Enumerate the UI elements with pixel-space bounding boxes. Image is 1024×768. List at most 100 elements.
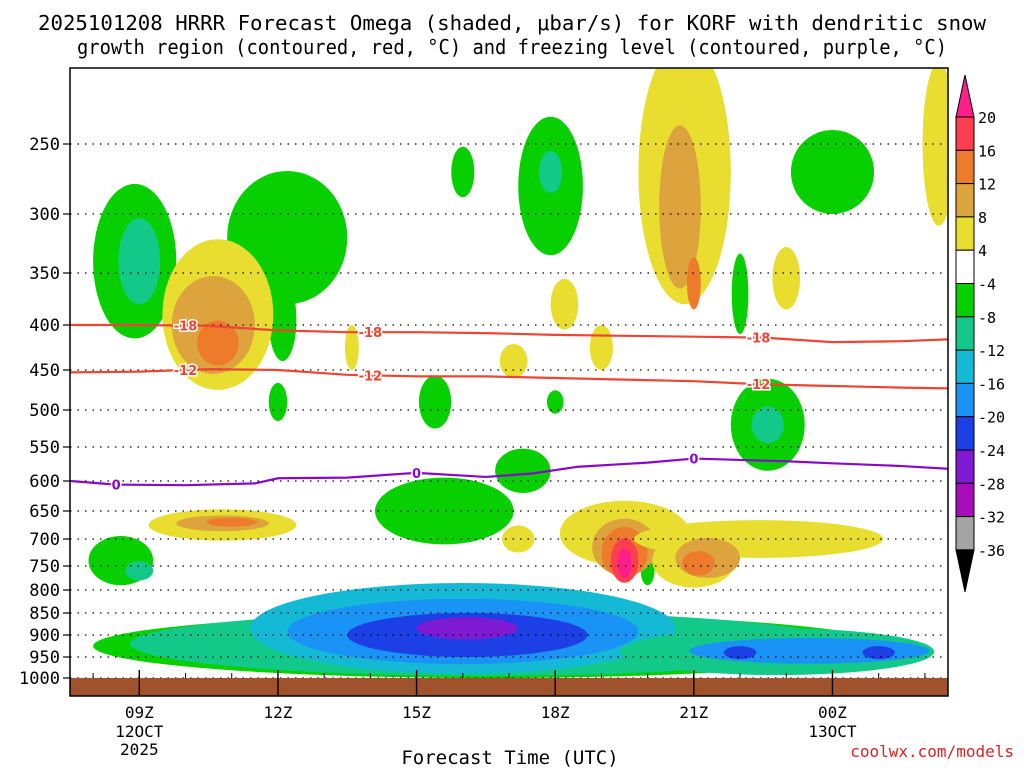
contour-label: -18 [747, 332, 771, 347]
omega-region-43 [682, 551, 715, 576]
omega-region-45 [659, 125, 701, 289]
omega-region-49 [589, 325, 613, 370]
colorbar-bin [955, 482, 975, 518]
colorbar-label: 12 [978, 176, 996, 194]
contour-lines: -18 -18 -18 -12 -12 -12 0 0 0 [70, 318, 948, 495]
colorbar-bin [955, 382, 975, 418]
colorbar-label: 16 [978, 142, 996, 160]
omega-region-25 [731, 253, 749, 334]
omega-region-5 [416, 617, 519, 640]
omega-region-13 [125, 561, 154, 581]
omega-region-34 [206, 517, 258, 527]
x-tick-label: 21Z [679, 703, 708, 722]
omega-region-8 [723, 646, 757, 660]
colorbar-bin [955, 249, 975, 284]
y-tick-label: 800 [29, 581, 60, 601]
y-tick-label: 850 [29, 604, 60, 624]
colorbar-label: 20 [978, 109, 996, 127]
contour-label: -12 [359, 369, 383, 384]
colorbar-label: 4 [978, 242, 987, 260]
x-tick-label: 00Z [818, 703, 847, 722]
y-tick-label: 500 [29, 401, 60, 421]
contour-label: -12 [747, 378, 771, 393]
omega-region-23 [546, 390, 564, 414]
omega-region-18 [268, 382, 288, 422]
colorbar-bin [955, 316, 975, 351]
colorbar-label: 8 [978, 209, 987, 227]
y-tick-label: 650 [29, 502, 60, 522]
colorbar-bottom-arrow [955, 549, 975, 593]
omega-region-31 [197, 320, 239, 366]
y-tick-label: 350 [29, 264, 60, 284]
colorbar-label: -28 [978, 475, 1005, 493]
omega-region-24 [790, 130, 875, 214]
y-tick-label: 750 [29, 557, 60, 577]
x-tick-date: 13OCT [808, 722, 857, 741]
contour-label: 0 [689, 453, 698, 468]
omega-region-52 [502, 525, 535, 553]
colorbar-bin [955, 349, 975, 384]
x-tick-date: 12OCT [115, 722, 164, 741]
credit-text: coolwx.com/models [850, 742, 1014, 761]
omega-region-9 [862, 646, 895, 660]
x-tick-label: 12Z [263, 703, 292, 722]
contour-line--18 [70, 323, 948, 344]
colorbar: 20 16 12 8 4 -4 -8 -12 -16 -20 -24 -28 -32 -36 [955, 74, 1005, 593]
colorbar-bin [955, 116, 975, 151]
omega-region-48 [550, 278, 579, 330]
y-tick-label: 950 [29, 648, 60, 668]
y-tick-label: 250 [29, 135, 60, 155]
colorbar-label: -32 [978, 509, 1005, 527]
x-tick-year: 2025 [120, 740, 159, 759]
omega-region-21 [539, 151, 563, 193]
colorbar-bin [955, 516, 975, 551]
colorbar-label: -4 [978, 276, 996, 294]
ground-strip [70, 678, 948, 696]
chart-title-line-1: 2025101208 HRRR Forecast Omega (shaded, … [38, 11, 987, 35]
y-tick-label: 550 [29, 438, 60, 458]
contour-label: -18 [174, 320, 198, 335]
omega-region-17 [268, 278, 297, 361]
omega-region-39 [617, 548, 632, 578]
omega-region-50 [499, 344, 528, 378]
chart-title-line-2: growth region (contoured, red, °C) and f… [77, 35, 947, 59]
omega-shading [88, 68, 948, 678]
y-tick-label: 600 [29, 472, 60, 492]
contour-label: -12 [174, 364, 198, 379]
x-tick-label: 18Z [541, 703, 570, 722]
omega-region-11 [495, 448, 551, 493]
plot-frame [69, 67, 949, 697]
colorbar-bin [955, 416, 975, 451]
contour-label: 0 [412, 467, 421, 482]
omega-region-51 [344, 325, 359, 370]
colorbar-top-arrow [955, 74, 975, 118]
omega-region-10 [374, 477, 514, 545]
y-tick-label: 300 [29, 205, 60, 225]
colorbar-bin [955, 183, 975, 218]
contour-label: 0 [112, 479, 121, 494]
omega-region-46 [686, 257, 701, 310]
omega-region-15 [118, 218, 161, 305]
colorbar-label: -8 [978, 309, 996, 327]
contour-line--12 [70, 367, 948, 390]
x-tick-label: 15Z [402, 703, 431, 722]
omega-region-27 [751, 406, 784, 444]
y-tick-label: 900 [29, 626, 60, 646]
omega-region-19 [418, 375, 452, 429]
colorbar-bin [955, 149, 975, 185]
y-tick-label: 700 [29, 530, 60, 550]
omega-region-47 [772, 247, 801, 310]
contour-label: -18 [359, 326, 383, 341]
colorbar-bin [955, 449, 975, 484]
y-axis: 2503003504004505005506006507007508008509… [19, 135, 70, 689]
omega-region-53 [922, 68, 948, 226]
y-tick-label: 1000 [19, 669, 60, 689]
colorbar-label: -24 [978, 442, 1005, 460]
colorbar-label: -20 [978, 409, 1005, 427]
x-tick-label: 09Z [125, 703, 154, 722]
colorbar-bin [955, 216, 975, 251]
y-tick-label: 450 [29, 361, 60, 381]
contour-line-0 [70, 457, 948, 487]
colorbar-bin [955, 283, 975, 318]
